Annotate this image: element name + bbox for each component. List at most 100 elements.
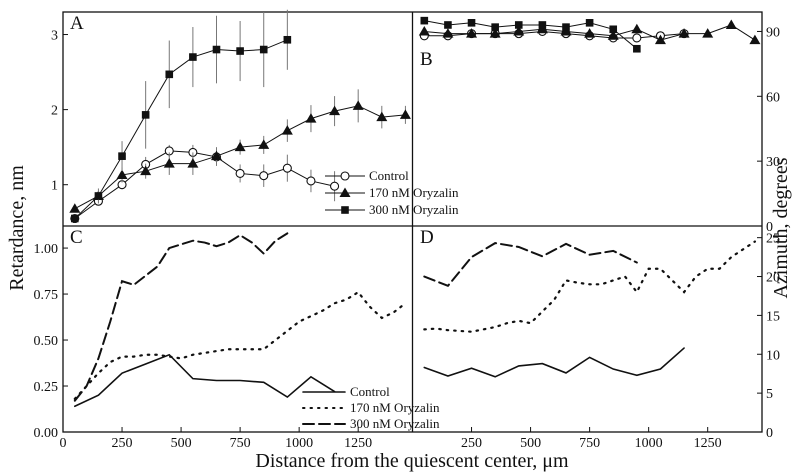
panel-label-c: C [70, 227, 83, 248]
data-point-a [258, 139, 270, 149]
series-line-c-1 [73, 290, 407, 400]
legend-label: Control [350, 384, 390, 399]
x-tick-label: 0 [60, 436, 67, 451]
data-point-a [94, 192, 103, 200]
y-axis-title-right: Azimuth, degrees [770, 157, 792, 298]
data-point-b [725, 19, 737, 29]
y-tick-label-left: 0.00 [34, 426, 59, 441]
y-tick-label-right: 90 [766, 25, 780, 40]
legend-label: 170 nM Oryzalin [350, 400, 440, 415]
data-point-b [633, 44, 641, 53]
data-point-b [749, 34, 761, 45]
data-point-b [418, 25, 430, 36]
legend-marker [341, 206, 349, 214]
data-point-a [141, 111, 150, 119]
legend-marker [340, 171, 350, 181]
data-point-a [163, 158, 175, 168]
y-tick-label-right: 5 [766, 387, 773, 402]
data-point-b [444, 21, 452, 29]
data-point-a [118, 152, 126, 160]
data-point-a [140, 165, 152, 176]
data-point-b [442, 28, 454, 38]
data-point-b [562, 23, 570, 31]
data-point-b [584, 28, 596, 38]
x-tick-label: 750 [230, 436, 251, 451]
x-tick-label: 250 [112, 436, 133, 451]
panel-label-d: D [420, 227, 434, 248]
x-tick-label: 750 [579, 436, 600, 451]
x-tick-label: 1000 [285, 436, 313, 451]
data-point-a [69, 203, 81, 213]
series-layer [69, 9, 761, 408]
series-line-d-2 [423, 242, 638, 288]
data-point-b [632, 33, 642, 43]
data-point-a [282, 163, 292, 173]
data-point-b [514, 21, 523, 29]
data-point-a [329, 105, 341, 116]
data-point-a [236, 47, 244, 55]
y-tick-label-left: 0.75 [34, 288, 59, 303]
y-tick-label-left: 1.00 [34, 242, 59, 257]
data-point-b [420, 16, 429, 25]
series-line-a-2 [74, 39, 288, 219]
data-point-b [607, 30, 619, 40]
data-point-a [376, 111, 388, 122]
legend-label: 170 nM Oryzalin [369, 185, 459, 200]
data-point-a [330, 181, 340, 191]
y-tick-label-right: 25 [766, 232, 780, 247]
x-tick-label: 1000 [635, 436, 663, 451]
series-line-c-0 [74, 353, 336, 408]
data-point-b [513, 25, 525, 36]
x-tick-label: 500 [171, 436, 192, 451]
data-point-a [399, 109, 411, 119]
data-point-a [234, 141, 246, 152]
data-point-b [585, 19, 594, 27]
data-point-a [281, 125, 293, 135]
data-point-a [259, 171, 269, 181]
x-axis-title: Distance from the quiescent center, μm [255, 450, 569, 472]
y-tick-label-right: 0 [766, 220, 773, 235]
data-point-a [189, 53, 197, 61]
data-point-a [165, 70, 174, 79]
data-point-a [305, 113, 317, 123]
data-point-a [352, 100, 364, 110]
y-tick-label-right: 20 [766, 271, 780, 286]
series-line-b-2 [424, 20, 638, 50]
series-line-d-1 [423, 240, 757, 333]
data-point-b [609, 25, 618, 34]
legend-label: 300 nM Oryzalin [350, 416, 440, 431]
x-tick-label: 1250 [694, 436, 722, 451]
series-line-a-0 [74, 150, 335, 219]
axes-layer: 0 250 500 750 1000 1250 250 500 750 1000 125012303… [34, 25, 781, 451]
legend-label: 300 nM Oryzalin [369, 202, 459, 217]
y-tick-label-left: 0.25 [34, 380, 59, 395]
data-point-b [654, 34, 666, 45]
data-point-b [466, 28, 478, 38]
data-point-b [491, 23, 499, 31]
y-tick-label-left: 2 [51, 104, 58, 119]
data-point-b [489, 28, 501, 38]
data-point-b [467, 19, 476, 27]
data-point-a [283, 35, 292, 44]
x-tick-label: 500 [520, 436, 541, 451]
data-point-a [210, 150, 222, 161]
series-line-b-0 [424, 30, 685, 39]
x-tick-label: 1250 [344, 436, 372, 451]
y-axis-title-left: Retardance, nm [6, 165, 28, 291]
x-tick-label: 250 [461, 436, 482, 451]
data-point-b [678, 28, 690, 38]
data-point-a [212, 45, 221, 54]
y-tick-label-left: 1 [51, 179, 58, 194]
panel-label-a: A [70, 13, 84, 34]
y-tick-label-left: 3 [51, 29, 58, 44]
y-tick-label-right: 60 [766, 90, 780, 105]
data-point-b [631, 23, 643, 34]
y-tick-label-right: 0 [766, 426, 773, 441]
data-point-a [116, 169, 128, 179]
legend-marker [339, 187, 351, 197]
data-point-a [306, 176, 316, 186]
panel-label-b: B [420, 49, 433, 70]
y-tick-label-left: 0.50 [34, 334, 59, 349]
